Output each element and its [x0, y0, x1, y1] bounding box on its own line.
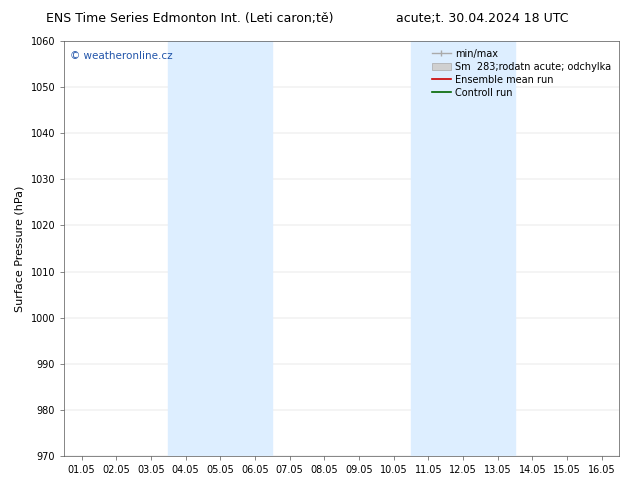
Text: acute;t. 30.04.2024 18 UTC: acute;t. 30.04.2024 18 UTC	[396, 12, 568, 25]
Legend: min/max, Sm  283;rodatn acute; odchylka, Ensemble mean run, Controll run: min/max, Sm 283;rodatn acute; odchylka, …	[429, 46, 614, 100]
Bar	[168, 41, 272, 456]
Bar	[411, 41, 515, 456]
Text: © weatheronline.cz: © weatheronline.cz	[70, 51, 172, 61]
Y-axis label: Surface Pressure (hPa): Surface Pressure (hPa)	[15, 185, 25, 312]
Text: ENS Time Series Edmonton Int. (Leti caron;tě): ENS Time Series Edmonton Int. (Leti caro…	[46, 12, 334, 25]
